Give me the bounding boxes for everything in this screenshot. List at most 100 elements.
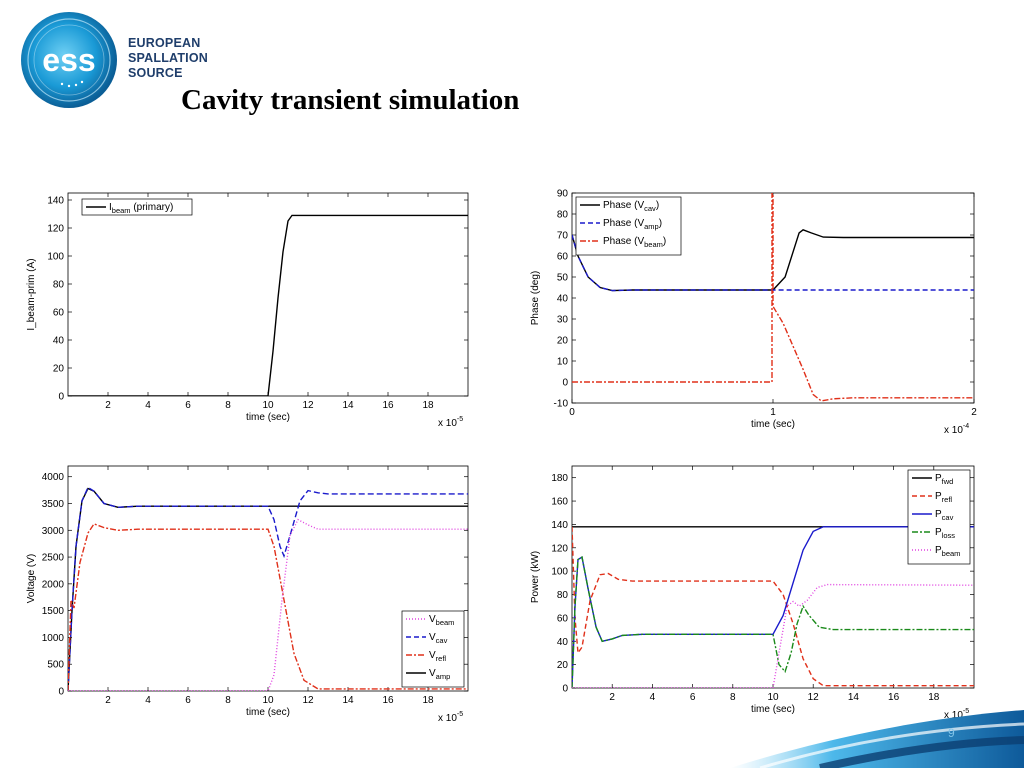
x-tick-label: 14 [342,400,354,411]
corner-decoration [700,700,1024,772]
series-line-3 [68,518,468,691]
x-tick-label: 8 [225,695,231,706]
y-tick-label: 0 [562,378,568,389]
legend-label: Prefl [935,491,952,504]
y-axis-label: Voltage (V) [26,554,37,603]
x-tick-label: 18 [928,692,940,703]
x-tick-label: 12 [302,400,314,411]
legend-label: Vrefl [429,650,446,663]
legend-label: Vcav [429,632,448,645]
x-tick-label: 16 [382,695,394,706]
legend-box [401,610,465,688]
x-axis-label: time (sec) [246,412,290,423]
x-tick-label: 16 [382,400,394,411]
y-axis-label: Power (kW) [530,551,541,603]
y-tick-label: 500 [47,660,64,671]
x-tick-label: 8 [225,400,231,411]
legend-label: Phase (Vcav) [603,200,659,213]
series-line-4 [572,583,974,688]
y-tick-label: 120 [47,224,64,235]
y-tick-label: 0 [562,684,568,695]
y-tick-label: 1000 [42,633,65,644]
y-tick-label: 0 [58,392,64,403]
plot-area [67,465,469,692]
x-axis-exponent: x 10-5 [438,711,463,724]
y-tick-label: 160 [551,497,568,508]
chart-phase: 0 1 2 -10 0 10 20 30 40 50 60 70 80 90 time (sec) x 10-… [530,185,990,437]
x-axis-label: time (sec) [751,704,795,715]
y-tick-label: 20 [557,336,569,347]
brand-line-1: EUROPEAN [128,36,201,50]
x-tick-label: 4 [145,695,151,706]
series-line-1 [68,486,468,691]
y-tick-label: 30 [557,315,569,326]
y-tick-label: 20 [557,660,569,671]
x-tick-label: 8 [730,692,736,703]
y-tick-label: 40 [557,294,569,305]
y-tick-label: 0 [58,687,64,698]
y-tick-label: 1500 [42,606,65,617]
x-tick-label: 14 [342,695,354,706]
y-tick-label: 20 [53,364,65,375]
x-tick-label: 6 [185,400,191,411]
series-line-1 [572,526,974,687]
plot-area [67,192,469,397]
x-tick-label: 1 [770,407,776,418]
x-tick-label: 16 [888,692,900,703]
y-axis-label: I_beam-prim (A) [26,258,37,330]
y-tick-label: 180 [551,473,568,484]
y-tick-label: 3000 [42,526,65,537]
series-line-0 [68,214,468,396]
legend-box [907,469,971,565]
x-tick-label: 18 [422,400,434,411]
x-tick-label: 12 [302,695,314,706]
x-tick-label: 2 [971,407,977,418]
y-tick-label: 60 [557,613,569,624]
x-axis-exponent: x 10-5 [944,708,969,721]
y-tick-label: 50 [557,273,569,284]
y-tick-label: 100 [551,567,568,578]
y-tick-label: 10 [557,357,569,368]
legend-label: Vbeam [429,614,454,627]
series-line-3 [572,555,974,688]
slide-title: Cavity transient simulation [181,84,520,116]
y-tick-label: 2500 [42,553,65,564]
y-tick-label: 80 [53,280,65,291]
plot-area [571,465,975,689]
legend-box [81,198,193,216]
x-axis-label: time (sec) [246,707,290,718]
y-tick-label: 100 [47,252,64,263]
y-tick-label: 90 [557,189,569,200]
x-tick-label: 12 [808,692,820,703]
brand-name: EUROPEAN SPALLATION SOURCE [128,36,208,81]
logo-text: ess [42,42,95,78]
x-axis-label: time (sec) [751,419,795,430]
x-tick-label: 6 [690,692,696,703]
y-tick-label: 140 [551,520,568,531]
series-line-2 [572,193,974,402]
x-axis-exponent: x 10-4 [944,423,969,436]
chart-voltage-svg: 2 4 6 8 10 12 14 16 18 0 500 1000 1500 2000 2500 3000 35… [26,465,469,724]
legend-label: Vamp [429,668,450,681]
x-tick-label: 2 [609,692,615,703]
chart-voltage: 2 4 6 8 10 12 14 16 18 0 500 1000 1500 2000 2500 3000 35… [20,460,480,725]
legend-box [575,196,682,256]
y-tick-label: -10 [554,399,569,410]
x-tick-label: 2 [105,400,111,411]
y-tick-label: 40 [557,637,569,648]
page-number: 9 [948,726,955,740]
legend-label: Pcav [935,509,954,522]
x-axis-exponent: x 10-5 [438,416,463,429]
x-tick-label: 0 [569,407,575,418]
brand-line-2: SPALLATION [128,51,209,65]
legend-label: Ibeam (primary) [109,202,173,215]
x-tick-label: 10 [262,695,274,706]
y-tick-label: 3500 [42,499,65,510]
ess-logo: ess [14,8,124,112]
chart-ibeam-svg: 2 4 6 8 10 12 14 16 18 0 20 40 60 80 100 120 140 time (se… [26,192,469,429]
x-tick-label: 10 [767,692,779,703]
x-tick-label: 2 [105,695,111,706]
x-tick-label: 10 [262,400,274,411]
y-tick-label: 4000 [42,472,65,483]
x-tick-label: 18 [422,695,434,706]
